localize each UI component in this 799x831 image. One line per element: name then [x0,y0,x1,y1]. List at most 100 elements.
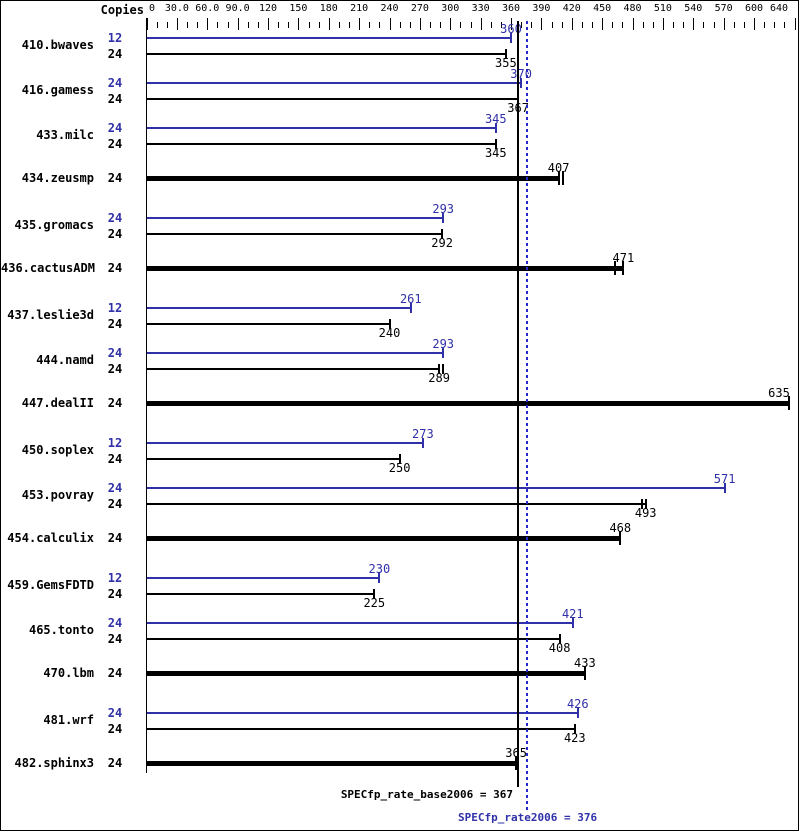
benchmark-label: 470.lbm [43,666,94,680]
result-bar-base [147,98,519,100]
benchmark-label: 450.soplex [21,443,94,457]
copies-label: 24 [107,261,123,275]
result-value-label: 225 [363,596,386,610]
copies-label: 24 [107,666,123,680]
result-value-label: 289 [428,371,450,385]
axis-tick [146,18,148,30]
benchmark-label: 434.zeusmp [21,171,94,185]
bar-end-tick [644,499,647,509]
copies-label: 24 [107,706,123,720]
copies-label: 24 [107,632,123,646]
copies-label: 24 [107,346,123,360]
axis-tick-label: 270 [410,3,429,14]
result-value-label: 433 [574,656,596,670]
bar-end-tick [442,348,445,358]
axis-tick [713,22,715,28]
result-bar-base [147,323,390,325]
result-value-label: 360 [500,22,522,36]
axis-tick [774,22,776,28]
result-bar-peak [147,352,444,354]
axis-tick [541,18,543,30]
bar-end-tick [619,531,622,545]
axis-tick [369,22,371,28]
axis-tick [754,18,755,30]
axis-tick [592,22,593,28]
axis-tick [642,22,644,28]
axis-tick [622,22,624,28]
axis-tick [480,18,482,30]
axis-tick-label: 240 [380,3,399,14]
axis-tick [308,22,310,28]
axis-tick [156,22,158,28]
bar-end-tick [373,589,376,599]
axis-tick [328,18,330,30]
result-value-label: 370 [510,67,532,81]
result-bar-peak [147,82,522,84]
result-value-label: 493 [634,506,657,520]
result-bar-peak [147,622,573,624]
bar-end-tick [510,33,512,43]
benchmark-label: 437.leslie3d [7,308,94,322]
axis-tick [288,22,290,28]
axis-tick-label: 90.0 [225,3,250,14]
axis-tick [551,22,553,28]
bar-end-tick [723,483,726,493]
axis-tick [359,18,361,30]
axis-tick [430,22,431,28]
result-bar-basepeak [147,536,621,541]
axis-tick [257,22,259,28]
result-value-label: 407 [547,161,570,175]
axis-tick-label: 180 [319,3,338,14]
axis-tick-label: 120 [258,3,278,14]
bar-end-tick [515,756,518,770]
result-bar-base [147,143,496,145]
axis-tick [207,18,209,30]
copies-label: 24 [107,756,123,770]
result-bar-peak [147,307,411,309]
axis-tick [237,18,239,30]
result-value-label: 571 [713,472,736,486]
axis-tick [561,22,563,28]
benchmark-label: 410.bwaves [21,38,94,52]
axis-tick [349,22,350,28]
axis-tick-label: 210 [350,3,369,14]
copies-label: 24 [107,47,123,61]
bar-end-tick [378,573,381,583]
bar-end-tick [558,634,561,644]
result-value-label: 230 [368,562,391,576]
bar-end-tick [438,364,441,374]
axis-tick-label: 300 [441,3,460,14]
result-bar-peak [147,712,578,714]
result-bar-peak [147,127,496,129]
axis-tick [227,22,229,28]
axis-tick-label: 420 [562,3,581,14]
axis-tick-label: 540 [684,3,703,14]
bar-end-tick [583,666,586,680]
result-value-label: 421 [561,607,584,621]
axis-tick [764,22,766,28]
axis-tick [581,22,583,28]
result-bar-peak [147,442,423,444]
result-bar-peak [147,487,725,489]
axis-tick [247,22,249,28]
axis-tick-label: 360 [501,3,521,14]
copies-label: 24 [107,616,123,630]
result-bar-basepeak [147,761,517,766]
bar-end-tick [494,123,497,133]
axis-tick [318,22,320,28]
axis-tick [602,18,604,30]
copies-label: 24 [107,171,123,185]
benchmark-label: 482.sphinx3 [14,756,94,770]
bar-end-tick [494,139,497,149]
bar-end-tick [504,49,507,59]
axis-tick [278,22,280,28]
axis-tick [419,18,421,30]
base-rate-result-label: SPECfp_rate_base2006 = 367 [340,788,513,801]
copies-label: 24 [107,227,123,241]
axis-tick-label: 510 [653,3,672,14]
peak-rate-reference-line [526,21,529,811]
axis-tick [662,18,664,30]
copies-label: 24 [107,452,123,466]
axis-tick [571,18,573,30]
bar-end-tick [520,78,523,88]
